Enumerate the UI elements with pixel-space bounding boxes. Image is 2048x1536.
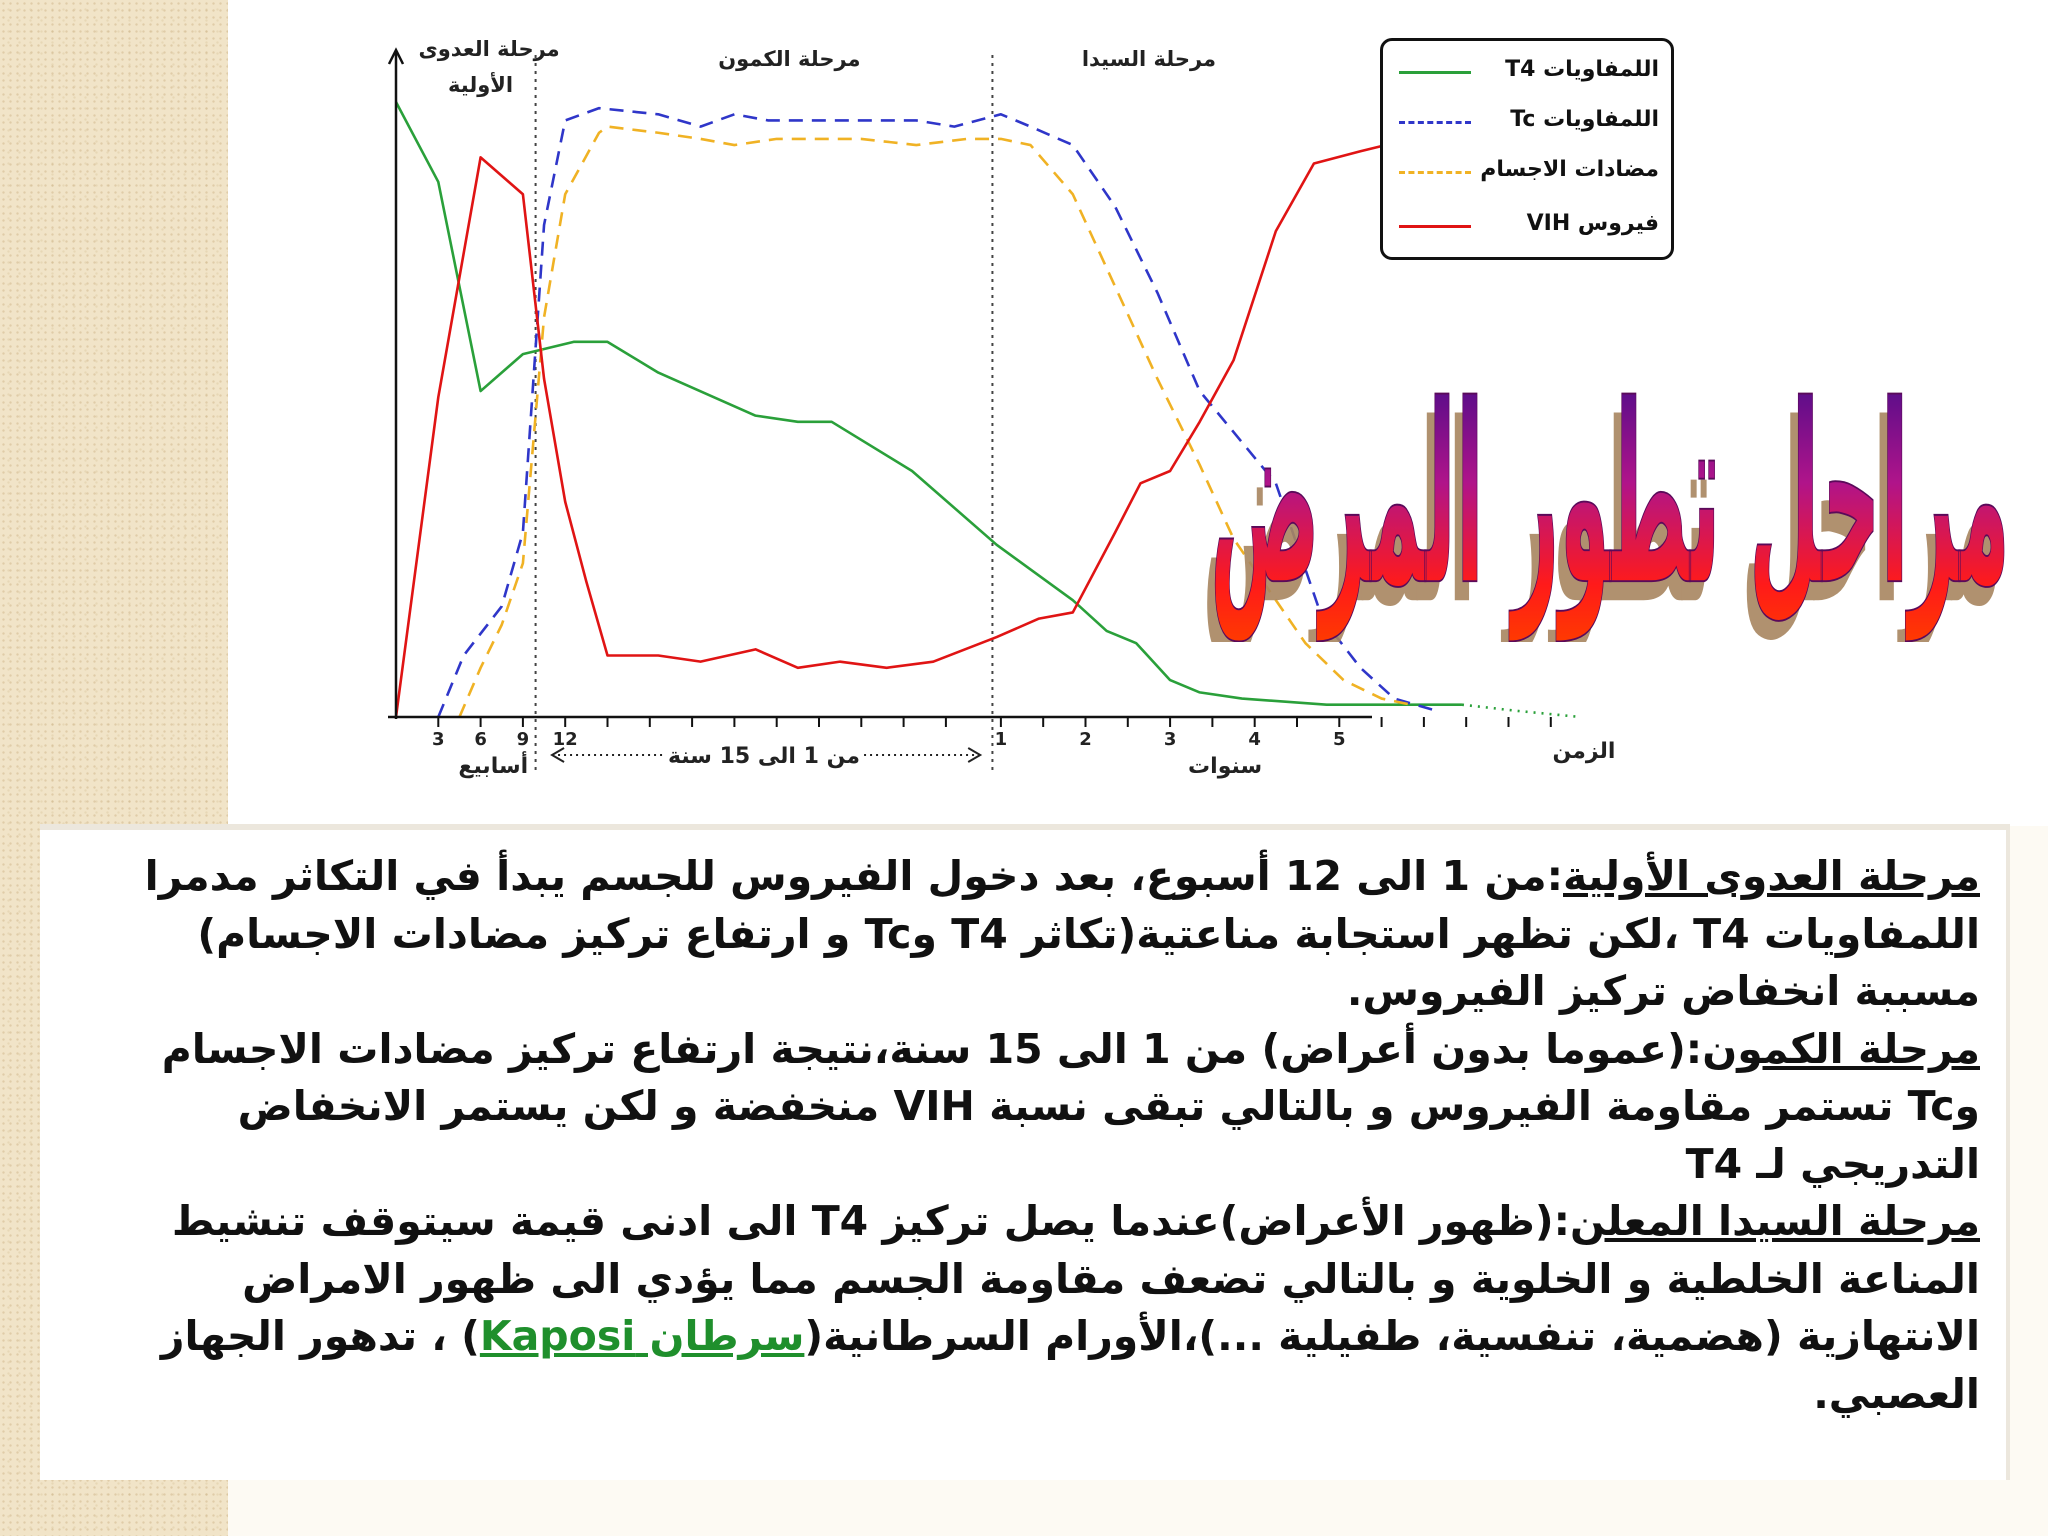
- phase2-body: :(عموما بدون أعراض) من 1 الى 15 سنة،نتيج…: [161, 1024, 1980, 1188]
- phase2-heading: مرحلة الكمون: [1702, 1024, 1980, 1073]
- series-line-0: [394, 101, 1462, 707]
- slide-title-wordart: مراحل تطور المرض مراحل تطور المرض: [1202, 351, 2011, 642]
- legend-item-tc: اللمفاويات Tc: [1383, 103, 1671, 143]
- latency-span-label: من 1 الى 15 سنة: [668, 744, 860, 769]
- legend-swatch-vih: [1399, 225, 1471, 228]
- legend-swatch-antibodies: [1399, 171, 1471, 174]
- legend-item-t4: اللمفاويات T4: [1383, 53, 1671, 93]
- x-unit-years: سنوات: [1188, 754, 1262, 779]
- slide-title-shadow: مراحل تطور المرض: [1202, 371, 2002, 642]
- x-tick-label-year-4: 4: [1248, 729, 1261, 750]
- series-tail-0: [1461, 703, 1581, 719]
- legend-label-vih: فيروس VIH: [1526, 211, 1659, 236]
- legend-swatch-tc: [1399, 121, 1471, 124]
- legend-item-vih: فيروس VIH: [1383, 207, 1671, 247]
- x-tick-label-year-1: 1: [995, 729, 1008, 750]
- legend-label-antibodies: مضادات الاجسام: [1480, 157, 1659, 182]
- legend-label-t4: اللمفاويات T4: [1505, 57, 1659, 82]
- slide-title-text: مراحل تطور المرض: [1210, 352, 2010, 642]
- explanation-panel: مرحلة العدوى الأولية:من 1 الى 12 أسبوع، …: [40, 824, 2010, 1480]
- latency-label-bg: [664, 739, 865, 769]
- latency-arrow-right: [967, 747, 983, 763]
- x-tick-label-year-2: 2: [1079, 729, 1092, 750]
- chart-legend: اللمفاويات T4 اللمفاويات Tc مضادات الاجس…: [1380, 38, 1674, 260]
- decorative-left-strip: [0, 0, 228, 1536]
- phase-title-latency: مرحلة الكمون: [718, 47, 860, 71]
- legend-swatch-t4: [1399, 71, 1471, 74]
- x-tick-label-year-3: 3: [1164, 729, 1177, 750]
- x-tick-label-year-5: 5: [1333, 729, 1346, 750]
- explanation-text: مرحلة العدوى الأولية:من 1 الى 12 أسبوع، …: [80, 848, 1980, 1423]
- phase-title-primary-infection-line1: مرحلة العدوى: [418, 37, 559, 61]
- series-line-2: [458, 125, 1412, 718]
- x-tick-label-week-3: 3: [432, 729, 445, 750]
- phase3-heading: مرحلة السيدا المعلن: [1570, 1197, 1980, 1245]
- x-axis-label: الزمن: [1553, 739, 1616, 764]
- x-unit-weeks: أسابيع: [458, 750, 528, 779]
- y-axis-arrow: [387, 47, 405, 65]
- phase3-body: :(ظهور الأعراض)عندما يصل تركيز T4 الى اد…: [171, 1197, 1980, 1360]
- kaposi-link[interactable]: سرطان Kaposi: [479, 1312, 805, 1360]
- phase-title-primary-infection-line2: الأولية: [448, 71, 513, 97]
- legend-label-tc: اللمفاويات Tc: [1510, 107, 1659, 132]
- x-tick-label-week-9: 9: [517, 729, 530, 750]
- x-tick-label-week-6: 6: [474, 729, 487, 750]
- series-line-3: [394, 131, 1463, 718]
- series-line-1: [437, 106, 1437, 718]
- phase1-body: :من 1 الى 12 أسبوع، بعد دخول الفيروس للج…: [144, 852, 1980, 1015]
- legend-item-antibodies: مضادات الاجسام: [1383, 153, 1671, 193]
- phase3-end: ) ، تدهور الجهاز العصبي.: [160, 1312, 1980, 1418]
- phase-title-aids: مرحلة السيدا: [1082, 47, 1216, 71]
- latency-arrow-left: [550, 747, 565, 763]
- phase1-heading: مرحلة العدوى الأولية: [1563, 852, 1980, 900]
- x-tick-label-week-12: 12: [553, 729, 578, 750]
